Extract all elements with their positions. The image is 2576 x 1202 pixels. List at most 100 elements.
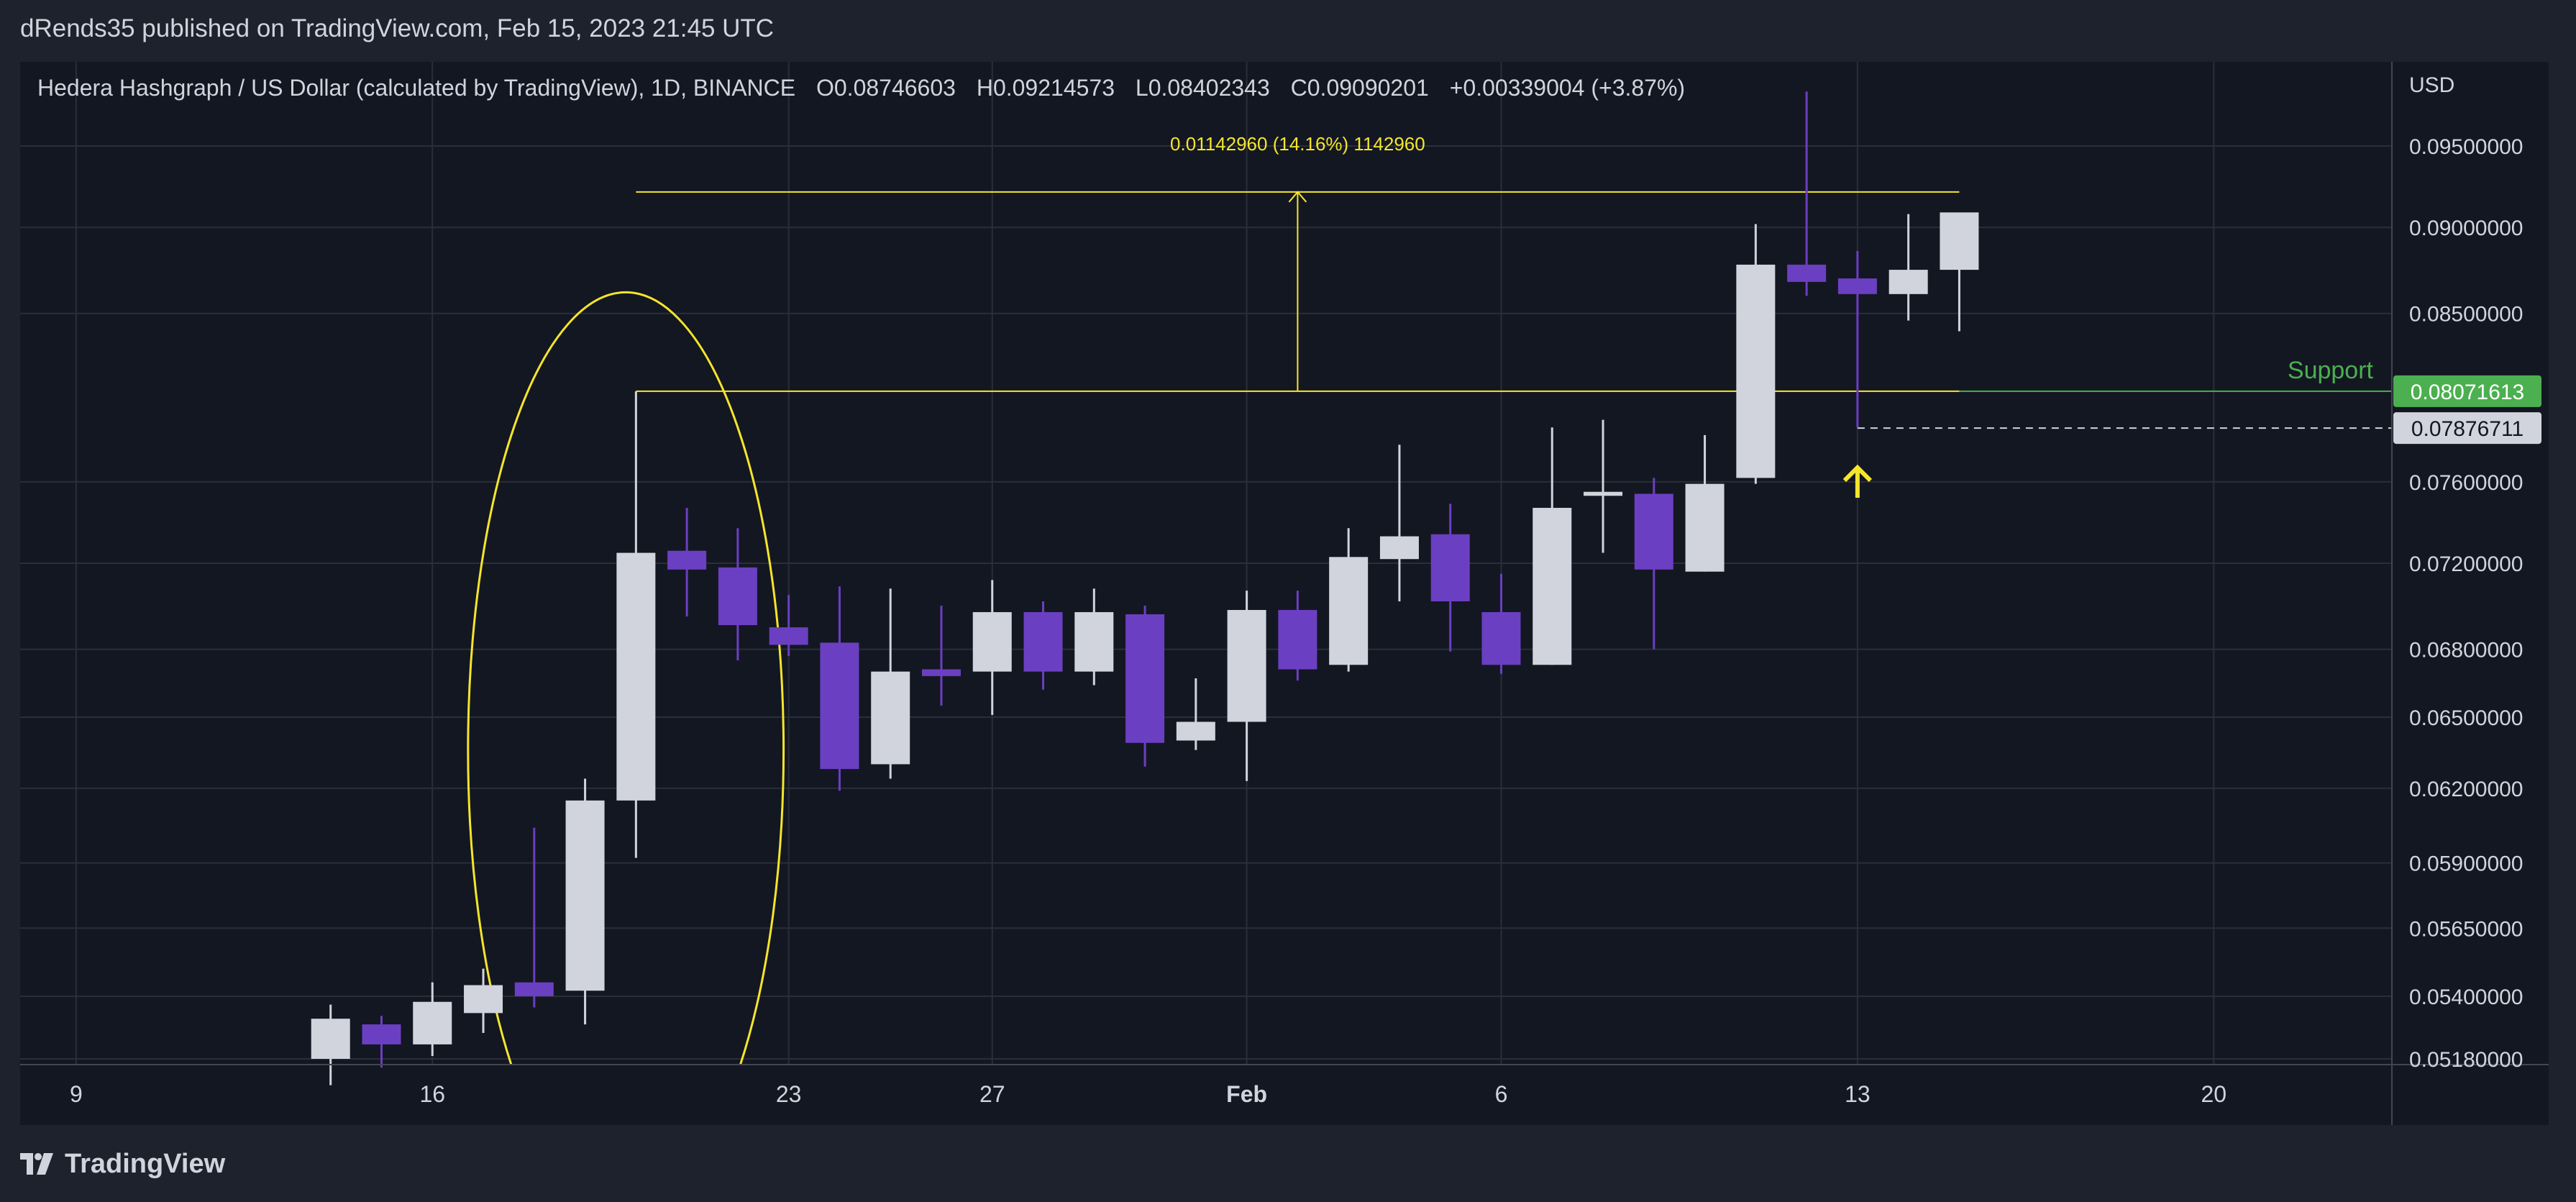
- candle: [820, 586, 859, 791]
- candle-body: [464, 985, 503, 1014]
- candle-body: [1329, 557, 1369, 665]
- candle: [464, 968, 503, 1033]
- candle: [1176, 678, 1215, 750]
- candle: [413, 982, 452, 1056]
- candle-body: [514, 982, 554, 996]
- candle-body: [565, 800, 605, 991]
- candle: [1533, 427, 1572, 665]
- candle: [718, 528, 757, 661]
- candle: [871, 588, 910, 779]
- candle-body: [1481, 611, 1521, 665]
- candle: [972, 580, 1012, 715]
- candle-body: [413, 1001, 452, 1044]
- candle-body: [1430, 534, 1470, 602]
- candle-body: [718, 567, 757, 626]
- candle: [311, 1004, 350, 1085]
- candle: [1685, 434, 1725, 572]
- candle-body: [921, 669, 961, 676]
- candle-body: [1533, 508, 1572, 665]
- candle-body: [820, 642, 859, 770]
- publish-header: dRends35 published on TradingView.com, F…: [0, 0, 2576, 63]
- candle: [769, 595, 808, 656]
- candle: [1227, 591, 1266, 781]
- candle: [1379, 445, 1419, 602]
- candle: [921, 605, 961, 706]
- candle-body: [1023, 611, 1063, 672]
- ohlc-low: L0.08402343: [1135, 75, 1270, 101]
- price-tick-label: 0.05900000: [2409, 852, 2524, 876]
- candle: [1787, 91, 1827, 296]
- price-tick-label: 0.09000000: [2409, 217, 2524, 240]
- currency-label: USD: [2409, 73, 2454, 97]
- candle: [1888, 214, 1928, 321]
- time-tick-label: Feb: [1226, 1081, 1267, 1107]
- candle: [616, 391, 656, 858]
- candle-body: [1074, 611, 1114, 672]
- candle-body: [1787, 264, 1827, 282]
- chart-title: Hedera Hashgraph / US Dollar (calculated…: [37, 75, 796, 101]
- candle: [1634, 478, 1673, 650]
- candle: [1074, 588, 1114, 686]
- publish-info-text: dRends35 published on TradingView.com, F…: [20, 14, 775, 42]
- candle-body: [1736, 264, 1776, 478]
- candle-body: [769, 627, 808, 645]
- time-axis: [20, 1065, 2549, 1125]
- time-tick-label: 20: [2201, 1081, 2226, 1107]
- candle-body: [871, 671, 910, 765]
- time-axis-labels: 9 16 23 27 Feb 6 13 20: [70, 1081, 2226, 1107]
- measure-label: 0.01142960 (14.16%) 1142960: [1170, 133, 1425, 155]
- price-tick-label: 0.06200000: [2409, 778, 2524, 801]
- ohlc-change: +0.00339004 (+3.87%): [1449, 75, 1686, 101]
- candle-body: [1837, 278, 1877, 294]
- time-tick-label: 23: [776, 1081, 802, 1107]
- candle-body: [1176, 721, 1215, 741]
- measure-arrow-head: [1288, 191, 1307, 203]
- candle-body: [362, 1024, 401, 1044]
- candle: [1736, 224, 1776, 484]
- candle: [565, 778, 605, 1025]
- price-tick-label: 0.07600000: [2409, 471, 2524, 495]
- candle: [1278, 591, 1317, 681]
- candle: [667, 508, 707, 616]
- highlight-ellipse: [467, 291, 785, 1065]
- candle-body: [1278, 609, 1317, 670]
- price-tick-label: 0.09500000: [2409, 135, 2524, 159]
- candle-body: [1888, 270, 1928, 294]
- price-tick-label: 0.05400000: [2409, 985, 2524, 1009]
- candle: [1584, 419, 1623, 553]
- candle-body: [311, 1019, 350, 1059]
- candle-body: [1125, 614, 1165, 743]
- candle-body: [1379, 536, 1419, 560]
- ohlc-high: H0.09214573: [976, 75, 1115, 101]
- candle: [1837, 250, 1877, 428]
- price-tick-label: 0.08500000: [2409, 303, 2524, 327]
- candle-body: [1584, 491, 1623, 496]
- tradingview-logo-icon: [20, 1153, 53, 1175]
- candle-body: [1940, 212, 1979, 270]
- candle: [1940, 212, 1979, 332]
- price-tick-label: 0.06500000: [2409, 706, 2524, 730]
- candle: [1329, 528, 1369, 672]
- ohlc-open: O0.08746603: [816, 75, 956, 101]
- price-axis-labels: 0.09500000 0.09000000 0.08500000 0.07600000…: [2409, 73, 2524, 1072]
- support-price-badge: [2393, 375, 2541, 407]
- time-tick-label: 13: [1845, 1081, 1871, 1107]
- current-price-badge: [2393, 412, 2541, 445]
- price-tick-label: 0.05180000: [2409, 1048, 2524, 1072]
- candle: [1023, 601, 1063, 690]
- support-price-label: 0.08071613: [2411, 381, 2525, 404]
- chart-legend: Hedera Hashgraph / US Dollar (calculated…: [37, 75, 1699, 101]
- candle-body: [972, 611, 1012, 672]
- brand-name: TradingView: [65, 1148, 226, 1179]
- candle-body: [1227, 609, 1266, 722]
- time-tick-label: 16: [419, 1081, 445, 1107]
- candle: [362, 1016, 401, 1068]
- candle-body: [1634, 493, 1673, 570]
- candle-body: [1685, 483, 1725, 572]
- tradingview-brand[interactable]: TradingView: [20, 1145, 225, 1183]
- ohlc-close: C0.09090201: [1290, 75, 1429, 101]
- candle-body: [667, 550, 707, 570]
- time-tick-label: 6: [1495, 1081, 1508, 1107]
- time-tick-label: 9: [70, 1081, 83, 1107]
